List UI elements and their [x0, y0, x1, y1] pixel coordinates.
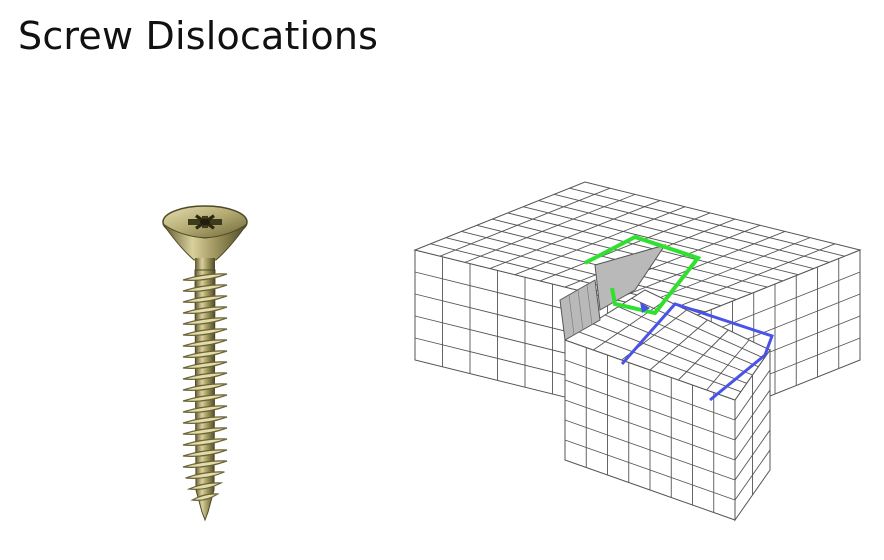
- screw-dislocation-lattice-icon: [413, 181, 862, 522]
- burgers-circuit-top: [584, 234, 702, 316]
- screw-image: [150, 200, 260, 530]
- screw-icon: [162, 205, 248, 522]
- burgers-vector-arrow: [640, 302, 650, 313]
- screw-dislocation-diagram: [400, 170, 870, 540]
- screw-threads: [182, 273, 228, 501]
- slide-title: Screw Dislocations: [18, 14, 379, 58]
- burgers-circuit-bottom: [620, 302, 774, 402]
